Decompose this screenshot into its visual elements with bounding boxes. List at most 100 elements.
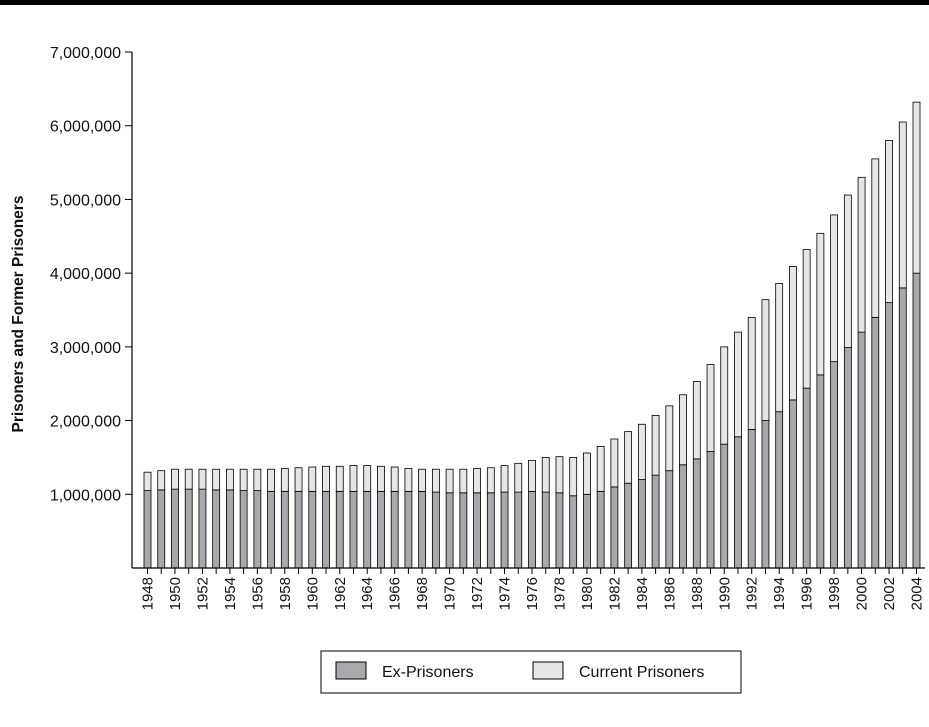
- x-tick-label: 1984: [634, 577, 651, 610]
- bar-current-prisoners: [610, 438, 619, 488]
- bar-current-prisoners: [486, 467, 495, 494]
- bar-current-prisoners: [184, 468, 193, 490]
- bar-ex-prisoners: [404, 490, 413, 569]
- bar-ex-prisoners: [596, 490, 605, 569]
- bar-current-prisoners: [775, 283, 784, 413]
- bar-ex-prisoners: [871, 316, 880, 569]
- bar-ex-prisoners: [280, 490, 289, 569]
- y-tick-label: 5,000,000: [50, 192, 121, 209]
- bar-current-prisoners: [692, 381, 701, 460]
- bar-current-prisoners: [171, 468, 179, 490]
- bar-current-prisoners: [212, 468, 221, 491]
- bar-current-prisoners: [157, 470, 166, 491]
- bar-current-prisoners: [734, 331, 742, 438]
- bar-current-prisoners: [720, 346, 729, 445]
- bar-current-prisoners: [308, 466, 317, 492]
- x-tick-label: 1970: [442, 577, 459, 610]
- bar-ex-prisoners: [418, 490, 427, 569]
- x-tick-label: 1988: [689, 577, 706, 610]
- bar-current-prisoners: [239, 468, 248, 492]
- x-tick-label: 1976: [524, 577, 541, 610]
- bar-current-prisoners: [377, 465, 385, 492]
- bar-ex-prisoners: [610, 486, 619, 569]
- bar-current-prisoners: [349, 465, 358, 492]
- bar-ex-prisoners: [184, 488, 193, 569]
- bars-group: [143, 101, 921, 569]
- x-tick-label: 1992: [744, 577, 761, 610]
- x-tick-label: 1994: [771, 577, 788, 610]
- bar-ex-prisoners: [624, 482, 633, 569]
- x-ticks-group: 1948 1950 1952 1954 1956 1958 1960 1962 1964 1966…: [140, 568, 926, 610]
- bar-ex-prisoners: [267, 490, 275, 569]
- bar-current-prisoners: [830, 214, 839, 363]
- bar-ex-prisoners: [514, 491, 523, 569]
- bar-ex-prisoners: [665, 470, 674, 569]
- bar-current-prisoners: [445, 468, 454, 494]
- bar-current-prisoners: [789, 266, 797, 401]
- bar-ex-prisoners: [761, 420, 770, 569]
- bar-current-prisoners: [335, 465, 344, 492]
- bar-current-prisoners: [624, 431, 633, 484]
- x-tick-label: 1980: [579, 577, 596, 610]
- bar-current-prisoners: [761, 299, 770, 421]
- bar-ex-prisoners: [789, 399, 797, 569]
- bar-current-prisoners: [322, 465, 330, 492]
- bar-current-prisoners: [802, 249, 811, 389]
- bar-current-prisoners: [679, 394, 687, 466]
- y-tick-label: 1,000,000: [50, 487, 121, 504]
- bar-ex-prisoners: [322, 490, 330, 569]
- bar-current-prisoners: [500, 465, 509, 493]
- bar-ex-prisoners: [171, 488, 179, 569]
- y-tick-label: 4,000,000: [50, 266, 121, 283]
- bar-ex-prisoners: [528, 490, 536, 569]
- bar-ex-prisoners: [706, 451, 715, 569]
- bar-current-prisoners: [267, 468, 275, 492]
- top-rule: [0, 0, 929, 5]
- x-tick-label: 2002: [881, 577, 898, 610]
- x-tick-label: 1960: [304, 577, 321, 610]
- bar-ex-prisoners: [377, 490, 385, 569]
- bar-ex-prisoners: [816, 374, 825, 569]
- bar-ex-prisoners: [335, 490, 344, 569]
- x-tick-label: 2004: [909, 577, 926, 610]
- x-tick-label: 1966: [387, 577, 404, 610]
- bar-current-prisoners: [871, 158, 880, 318]
- y-tick-label: 6,000,000: [50, 119, 121, 136]
- y-tick-label: 3,000,000: [50, 340, 121, 357]
- bar-ex-prisoners: [802, 387, 811, 569]
- bar-current-prisoners: [459, 468, 468, 494]
- bar-current-prisoners: [253, 468, 262, 492]
- bar-ex-prisoners: [541, 491, 550, 569]
- x-tick-label: 1958: [277, 577, 294, 610]
- bar-ex-prisoners: [143, 490, 152, 569]
- bar-current-prisoners: [528, 459, 536, 492]
- x-tick-label: 1964: [359, 577, 376, 610]
- bar-ex-prisoners: [720, 443, 729, 569]
- bar-ex-prisoners: [555, 492, 564, 569]
- y-ticks-group: 1,000,000 2,000,000 3,000,000 4,000,000 5,00…: [50, 45, 132, 504]
- bar-ex-prisoners: [390, 490, 399, 569]
- x-tick-label: 1968: [414, 577, 431, 610]
- bar-current-prisoners: [514, 462, 523, 493]
- bar-ex-prisoners: [857, 331, 866, 569]
- bar-ex-prisoners: [637, 479, 646, 569]
- bar-ex-prisoners: [569, 495, 578, 569]
- x-tick-label: 1948: [140, 577, 157, 610]
- x-tick-label: 2000: [854, 577, 871, 610]
- bar-current-prisoners: [706, 364, 715, 452]
- bar-ex-prisoners: [473, 492, 481, 569]
- bar-ex-prisoners: [445, 492, 454, 569]
- legend-swatch-current-prisoners: [532, 661, 564, 680]
- x-tick-label: 1962: [332, 577, 349, 610]
- legend: Ex-Prisoners Current Prisoners: [320, 650, 742, 694]
- bar-current-prisoners: [390, 466, 399, 492]
- bar-current-prisoners: [198, 468, 207, 490]
- bar-current-prisoners: [404, 468, 413, 492]
- x-tick-label: 1972: [469, 577, 486, 610]
- x-tick-label: 1974: [497, 577, 514, 610]
- bar-ex-prisoners: [363, 490, 372, 569]
- bar-current-prisoners: [225, 468, 234, 491]
- bar-current-prisoners: [912, 101, 921, 274]
- x-tick-label: 1956: [249, 577, 266, 610]
